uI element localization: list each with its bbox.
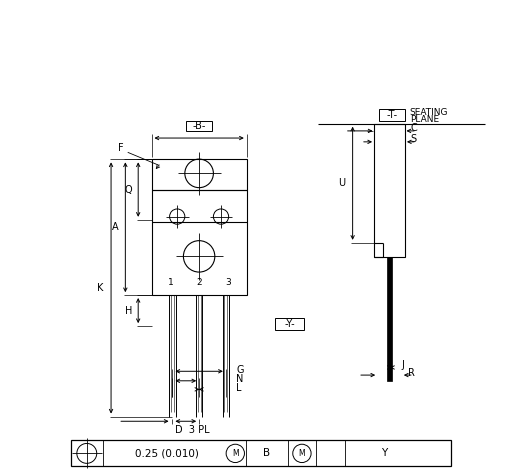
Text: PLANE: PLANE <box>410 115 439 123</box>
Text: G: G <box>236 365 244 375</box>
Text: SEATING: SEATING <box>410 108 448 117</box>
Text: M: M <box>299 449 305 458</box>
Text: -Y-: -Y- <box>284 318 295 329</box>
Text: U: U <box>339 178 346 188</box>
Bar <box>275 318 304 329</box>
Text: K: K <box>98 283 104 293</box>
Text: 3: 3 <box>225 278 231 287</box>
Bar <box>374 124 405 257</box>
Bar <box>387 257 392 381</box>
Bar <box>151 190 247 295</box>
Text: -B-: -B- <box>193 121 206 131</box>
Text: Q: Q <box>125 185 133 195</box>
Text: H: H <box>125 306 133 316</box>
Bar <box>186 121 212 131</box>
Text: L: L <box>236 383 242 393</box>
Text: -T-: -T- <box>386 110 397 120</box>
Text: S: S <box>411 134 417 144</box>
Text: R: R <box>408 367 414 378</box>
Text: 2: 2 <box>196 278 202 287</box>
Text: 1: 1 <box>168 278 173 287</box>
Text: C: C <box>411 123 418 133</box>
Text: J: J <box>401 360 405 370</box>
Text: Y: Y <box>381 448 387 458</box>
Text: A: A <box>112 222 118 232</box>
Bar <box>70 440 452 466</box>
Text: F: F <box>118 142 123 153</box>
Text: N: N <box>236 374 244 385</box>
Bar <box>379 109 405 121</box>
Text: B: B <box>263 448 270 458</box>
Text: M: M <box>232 449 239 458</box>
Text: D  3 PL: D 3 PL <box>175 425 210 435</box>
Text: 0.25 (0.010): 0.25 (0.010) <box>135 448 199 458</box>
Bar <box>151 159 247 190</box>
